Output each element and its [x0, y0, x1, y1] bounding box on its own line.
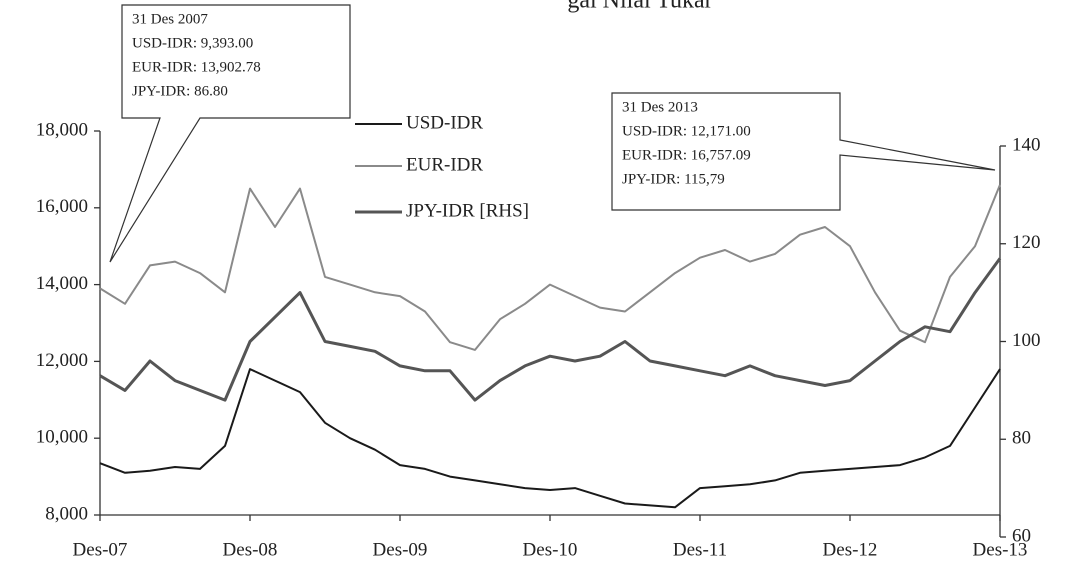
x-tick-label: Des-10 — [523, 539, 578, 560]
callout-box — [611, 92, 996, 211]
annotation-line: USD-IDR: 9,393.00 — [132, 35, 253, 51]
x-tick-label: Des-08 — [223, 539, 278, 560]
chart-title: gai Nilai Tukar — [567, 0, 712, 14]
annotation: 31 Des 2013 USD-IDR: 12,171.00 EUR-IDR: 16… — [622, 99, 751, 187]
annotation-line: EUR-IDR: 16,757.09 — [622, 147, 751, 163]
annotation-line: EUR-IDR: 13,902.78 — [132, 59, 261, 75]
annotation-line: JPY-IDR: 86.80 — [132, 83, 228, 99]
y2-tick-label: 140 — [1012, 134, 1041, 155]
legend-label: USD-IDR — [406, 112, 483, 133]
annotation-line: USD-IDR: 12,171.00 — [622, 123, 751, 139]
y-tick-label: 16,000 — [36, 196, 88, 217]
x-tick-label: Des-11 — [673, 539, 727, 560]
annotation-line: 31 Des 2007 — [132, 11, 208, 27]
y-tick-label: 12,000 — [36, 350, 88, 371]
x-tick-label: Des-13 — [973, 539, 1028, 560]
callout-box — [109, 4, 351, 263]
series-line — [99, 368, 1001, 509]
x-tick-label: Des-09 — [373, 539, 428, 560]
legend-label: JPY-IDR [RHS] — [406, 200, 529, 221]
y-tick-label: 8,000 — [45, 503, 88, 524]
y2-tick-label: 60 — [1012, 525, 1031, 546]
x-tick-label: Des-12 — [823, 539, 878, 560]
annotation-line: 31 Des 2013 — [622, 99, 698, 115]
series-line — [99, 257, 1002, 402]
y-tick-label: 10,000 — [36, 427, 88, 448]
y2-tick-label: 120 — [1012, 232, 1041, 253]
y-tick-label: 18,000 — [36, 119, 88, 140]
annotation: 31 Des 2007 USD-IDR: 9,393.00 EUR-IDR: 13,… — [132, 11, 261, 99]
series-line — [99, 184, 1001, 351]
legend-label: EUR-IDR — [406, 154, 483, 175]
y2-tick-label: 100 — [1012, 330, 1041, 351]
x-tick-label: Des-07 — [73, 539, 128, 560]
y-tick-label: 14,000 — [36, 273, 88, 294]
y2-tick-label: 80 — [1012, 428, 1031, 449]
annotation-line: JPY-IDR: 115,79 — [622, 171, 725, 187]
